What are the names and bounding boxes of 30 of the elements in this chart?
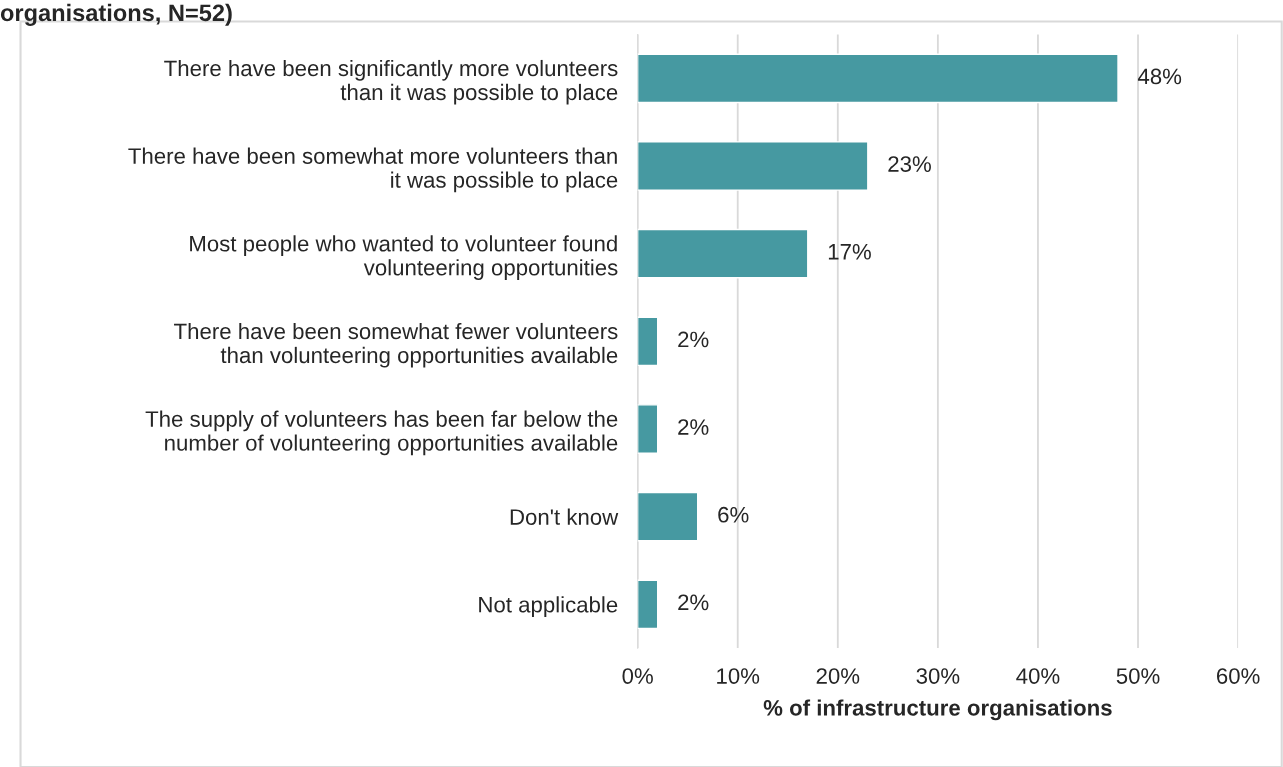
data-label: 23% xyxy=(888,156,931,172)
bar xyxy=(637,579,659,630)
x-tick-label: 50% xyxy=(1116,668,1160,684)
y-tick-label: Don't know xyxy=(510,508,619,525)
x-tick-label: 0% xyxy=(622,668,653,684)
x-tick-label: 60% xyxy=(1216,668,1260,684)
y-tick-label: There have been significantly more volunteers than it was possible to place xyxy=(164,59,618,105)
y-tick-label: Not applicable xyxy=(479,596,618,617)
x-tick-label: 40% xyxy=(1016,668,1060,684)
y-tick-label: The supply of volunteers has been far below the number of volunteering opportunities available xyxy=(145,410,618,456)
y-tick-label: Most people who wanted to volunteer found volunteering opportunities xyxy=(190,235,618,280)
bar xyxy=(637,491,699,542)
bar xyxy=(637,316,659,367)
text: organisations, N=52) xyxy=(0,3,232,26)
bar xyxy=(637,228,809,279)
bar xyxy=(637,404,659,454)
data-label: 2% xyxy=(678,594,709,611)
bar xyxy=(637,53,1119,104)
y-tick-label: There have been somewhat more volunteers than it was possible to place xyxy=(128,147,618,193)
x-tick-label: 10% xyxy=(717,668,760,684)
data-label: 48% xyxy=(1137,68,1182,85)
data-label: 2% xyxy=(678,419,709,435)
bar xyxy=(637,141,869,191)
data-label: 6% xyxy=(718,506,749,523)
data-label: 17% xyxy=(828,243,871,260)
y-tick-label: There have been somewhat fewer volunteers than volunteering opportunities available xyxy=(174,322,618,368)
x-axis-title: % of infrastructure organisations xyxy=(763,699,1112,721)
x-tick-label: 30% xyxy=(916,668,960,684)
data-label: 2% xyxy=(678,331,709,348)
x-tick-label: 20% xyxy=(816,668,860,684)
